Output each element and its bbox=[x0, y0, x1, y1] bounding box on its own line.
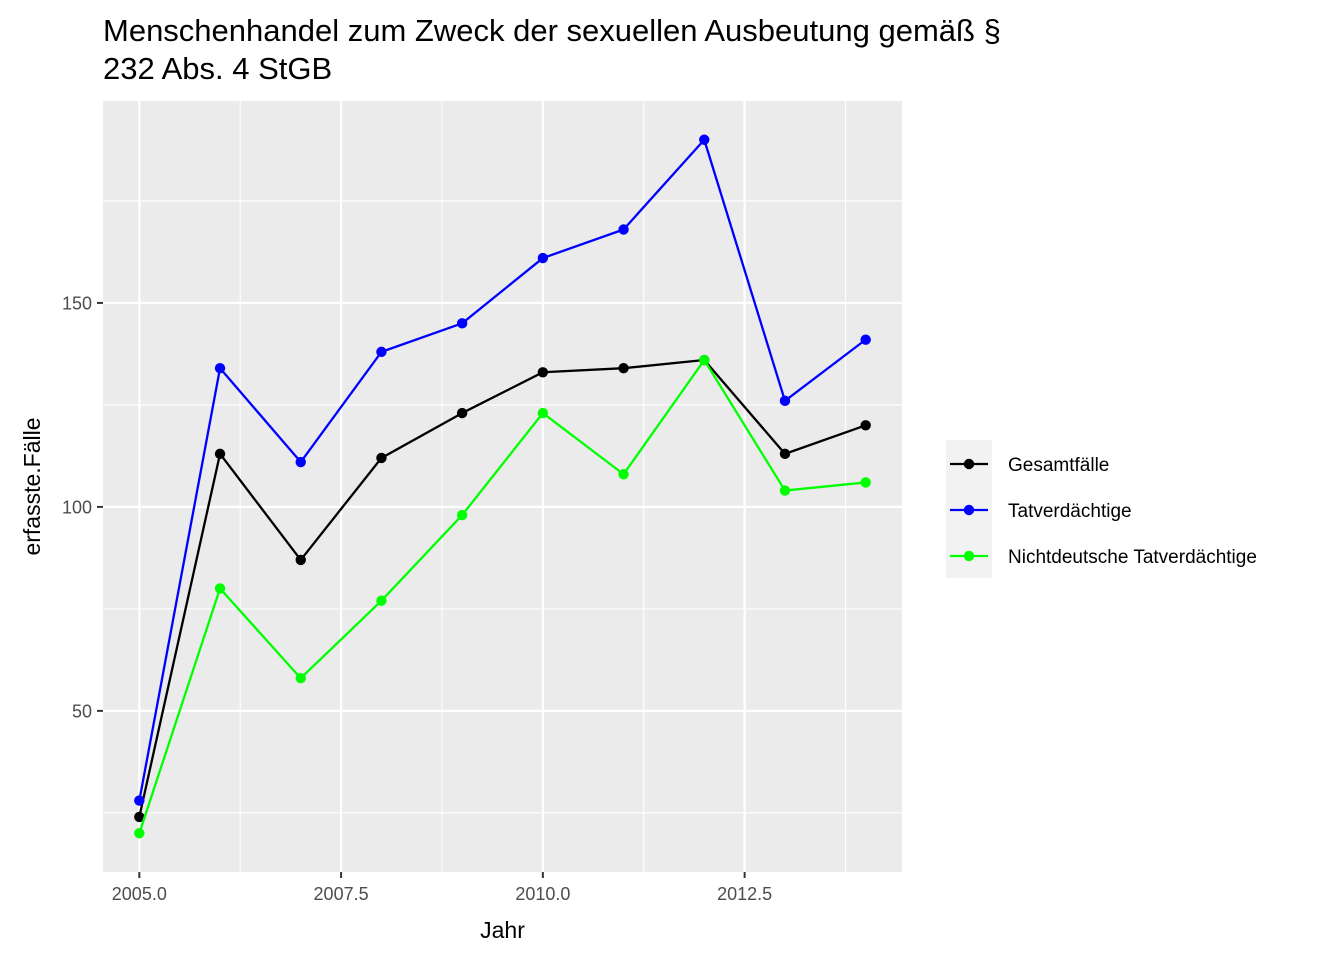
x-tick-label: 2012.5 bbox=[717, 884, 772, 904]
legend-label: Gesamtfälle bbox=[1008, 455, 1109, 476]
plot-panel bbox=[103, 101, 902, 872]
data-point bbox=[376, 346, 387, 358]
y-tick-label: 50 bbox=[72, 701, 92, 721]
data-point bbox=[537, 367, 549, 378]
data-point bbox=[779, 395, 791, 407]
chart-title-line-1: Menschenhandel zum Zweck der sexuellen A… bbox=[103, 13, 1001, 48]
data-point bbox=[779, 485, 791, 496]
legend-label: Tatverdächtige bbox=[1008, 501, 1132, 522]
x-tick-label: 2010.0 bbox=[515, 884, 570, 904]
data-point bbox=[618, 469, 629, 480]
legend: Gesamtfälle Tatverdächtige Nichtdeutsche T… bbox=[946, 440, 1257, 578]
data-point bbox=[295, 673, 306, 684]
chart-title-line-2: 232 Abs. 4 StGB bbox=[103, 51, 333, 86]
data-point bbox=[860, 420, 871, 431]
y-axis-title: erfasste.Fälle bbox=[19, 417, 45, 555]
data-point bbox=[295, 456, 306, 468]
data-point bbox=[537, 407, 549, 419]
data-point bbox=[456, 509, 468, 521]
minor-gridlines bbox=[103, 101, 902, 872]
legend-key-point bbox=[963, 504, 975, 516]
data-point bbox=[214, 583, 226, 594]
data-point bbox=[214, 362, 226, 374]
data-point bbox=[699, 354, 710, 366]
major-gridlines bbox=[103, 101, 902, 872]
data-point bbox=[537, 252, 549, 264]
series-line-1 bbox=[138, 358, 867, 818]
data-point bbox=[618, 362, 629, 374]
data-point bbox=[134, 811, 145, 823]
series-line-3 bbox=[138, 358, 866, 834]
axis-ticks: 2005.0 2007.5 2010.0 2012.5 50 100 150 bbox=[62, 293, 772, 904]
y-tick-label: 100 bbox=[62, 497, 92, 517]
series-line-2 bbox=[138, 138, 867, 801]
data-point bbox=[376, 452, 387, 464]
data-point bbox=[860, 477, 871, 488]
data-point bbox=[214, 448, 226, 460]
data-point bbox=[134, 795, 145, 806]
series-layer bbox=[134, 134, 871, 839]
legend-key-point bbox=[963, 550, 975, 562]
x-axis-title: Jahr bbox=[480, 917, 525, 943]
x-tick-label: 2007.5 bbox=[314, 884, 369, 904]
data-point bbox=[699, 134, 710, 145]
data-point bbox=[376, 595, 387, 606]
chart-title: Menschenhandel zum Zweck der sexuellen A… bbox=[103, 12, 1203, 88]
y-tick-label: 150 bbox=[62, 293, 92, 313]
legend-key-point bbox=[963, 458, 975, 470]
data-point bbox=[134, 828, 145, 839]
data-point bbox=[779, 448, 791, 460]
data-point bbox=[456, 318, 468, 329]
data-point bbox=[456, 407, 468, 419]
legend-label: Nichtdeutsche Tatverdächtige bbox=[1008, 547, 1257, 568]
data-point bbox=[618, 224, 629, 235]
data-point bbox=[860, 334, 871, 345]
x-tick-label: 2005.0 bbox=[112, 884, 167, 904]
data-point bbox=[295, 554, 306, 566]
